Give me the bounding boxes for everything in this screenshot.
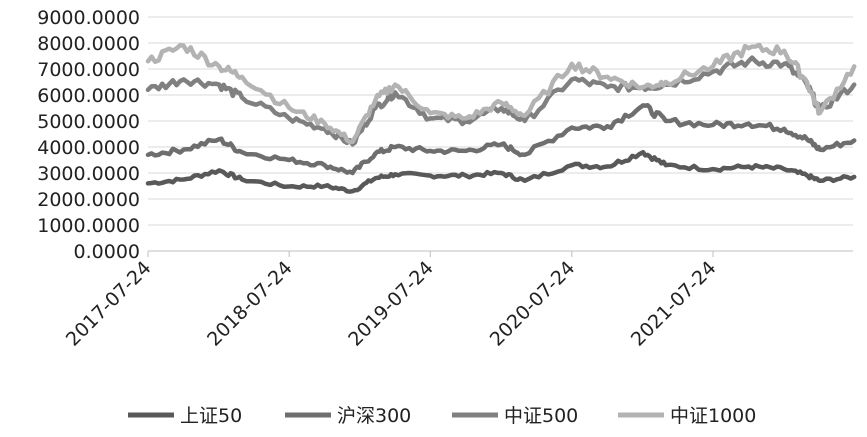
x-tick-label: 2017-07-24 (62, 257, 156, 351)
series-line-3 (145, 42, 857, 145)
series-line-2 (145, 55, 857, 147)
series-line-0 (145, 149, 857, 194)
y-tick-label: 5000.0000 (37, 111, 140, 133)
y-tick-label: 2000.0000 (37, 189, 140, 211)
x-tick-label: 2020-07-24 (486, 257, 580, 351)
legend-label: 中证1000 (670, 405, 756, 427)
x-tick-label: 2018-07-24 (203, 257, 297, 351)
series-lines (145, 42, 857, 194)
y-tick-label: 4000.0000 (37, 137, 140, 159)
y-tick-label: 8000.0000 (37, 33, 140, 55)
y-tick-label: 1000.0000 (37, 215, 140, 237)
y-tick-label: 7000.0000 (37, 59, 140, 81)
gridlines (148, 16, 853, 252)
y-tick-label: 0.0000 (74, 241, 140, 263)
x-tick-label: 2021-07-24 (627, 257, 721, 351)
legend-label: 中证500 (504, 405, 578, 427)
legend-label: 上证50 (180, 405, 242, 427)
y-tick-label: 6000.0000 (37, 85, 140, 107)
x-tick-label: 2019-07-24 (344, 257, 438, 351)
legend: 上证50 沪深300 中证500 中证1000 (128, 405, 756, 427)
legend-label: 沪深300 (337, 405, 411, 427)
series-line-1 (145, 102, 857, 176)
y-tick-label: 3000.0000 (37, 163, 140, 185)
y-tick-label: 9000.0000 (37, 7, 140, 29)
y-axis-tick-labels: 0.0000 1000.0000 2000.0000 3000.0000 4000.00… (37, 7, 140, 263)
x-axis-tick-labels: 2017-07-24 2018-07-24 2019-07-24 2020-07-24… (62, 251, 721, 351)
